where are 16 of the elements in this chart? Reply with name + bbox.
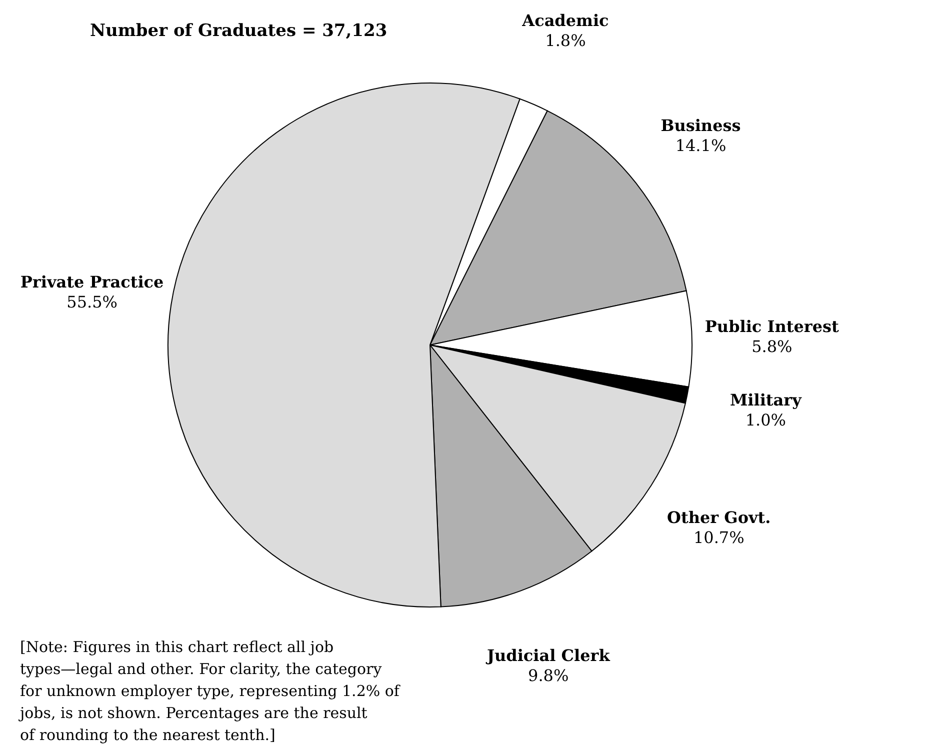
slice-label: Public Interest [704, 316, 840, 336]
text: Number of Graduates = 37,123 [90, 21, 388, 41]
text: [Note: Figures in this chart reflect all job types—legal and other. For clarity, the category for unknown employer type, representing 1.2% of jobs, is not shown. Percentages are the result of rounding to the nearest tenth.] [18, 638, 401, 744]
slice-label: Military [730, 390, 802, 410]
data-label: 5.8% [752, 336, 792, 356]
slice-label: Business [660, 116, 741, 136]
data-label: 10.7% [693, 528, 744, 548]
slice-label: Private Practice [20, 272, 164, 292]
data-label: 1.0% [745, 410, 786, 430]
data-label: 14.1% [675, 136, 726, 156]
data-label: 1.8% [545, 30, 586, 50]
slice-label: Other Govt. [667, 508, 771, 528]
data-label: 9.8% [528, 666, 569, 685]
slice-label: Academic [521, 10, 610, 30]
data-label: 55.5% [66, 292, 118, 312]
slice-label: Judicial Clerk [484, 646, 611, 665]
